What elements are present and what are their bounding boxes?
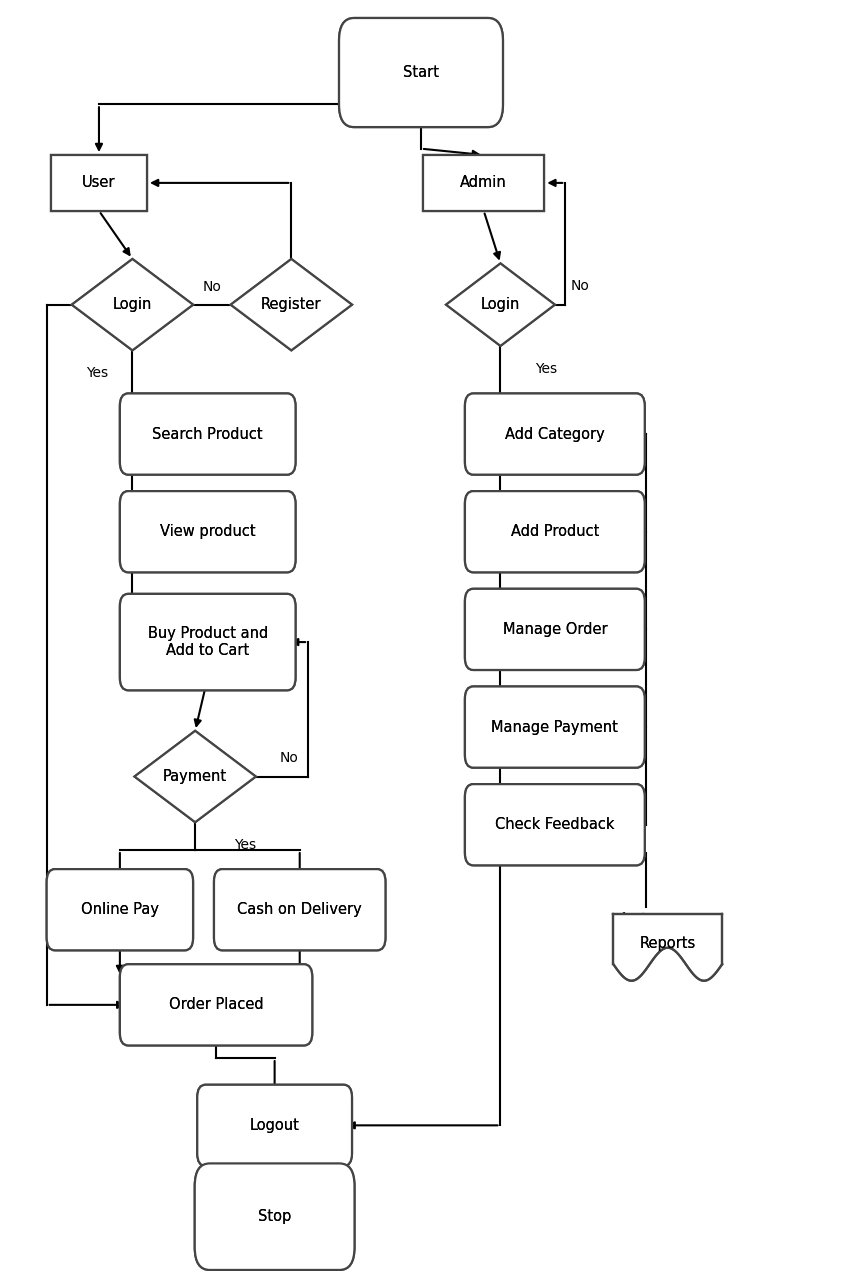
Polygon shape xyxy=(231,259,352,350)
Text: Cash on Delivery: Cash on Delivery xyxy=(237,902,362,917)
Text: Online Pay: Online Pay xyxy=(81,902,159,917)
Polygon shape xyxy=(446,264,555,347)
Text: Stop: Stop xyxy=(258,1209,291,1224)
Text: Search Product: Search Product xyxy=(152,427,263,442)
FancyBboxPatch shape xyxy=(195,1163,354,1270)
Text: Yes: Yes xyxy=(536,362,557,376)
Text: Online Pay: Online Pay xyxy=(81,902,159,917)
FancyBboxPatch shape xyxy=(195,1163,354,1270)
FancyBboxPatch shape xyxy=(120,964,312,1046)
FancyBboxPatch shape xyxy=(465,589,645,670)
Text: Login: Login xyxy=(481,297,520,312)
Text: Yes: Yes xyxy=(234,838,257,852)
Text: Add Category: Add Category xyxy=(505,427,605,442)
Text: Manage Order: Manage Order xyxy=(503,622,607,637)
Text: No: No xyxy=(571,279,589,293)
FancyBboxPatch shape xyxy=(46,869,193,950)
Text: User: User xyxy=(83,176,115,190)
Text: No: No xyxy=(202,280,221,294)
FancyBboxPatch shape xyxy=(465,784,645,865)
Text: Buy Product and
Add to Cart: Buy Product and Add to Cart xyxy=(147,626,268,659)
Text: Add Product: Add Product xyxy=(510,524,599,539)
Polygon shape xyxy=(135,731,256,822)
FancyBboxPatch shape xyxy=(465,589,645,670)
FancyBboxPatch shape xyxy=(46,869,193,950)
Polygon shape xyxy=(231,259,352,350)
Text: Admin: Admin xyxy=(461,176,507,190)
FancyBboxPatch shape xyxy=(214,869,386,950)
FancyBboxPatch shape xyxy=(120,492,296,572)
Bar xyxy=(51,155,147,210)
Text: Start: Start xyxy=(403,65,439,80)
Text: Order Placed: Order Placed xyxy=(168,998,264,1013)
Text: Payment: Payment xyxy=(163,769,227,784)
Text: Register: Register xyxy=(261,297,322,312)
FancyBboxPatch shape xyxy=(465,687,645,768)
FancyBboxPatch shape xyxy=(339,18,503,127)
Polygon shape xyxy=(135,731,256,822)
Text: Add Product: Add Product xyxy=(510,524,599,539)
Text: Add Category: Add Category xyxy=(505,427,605,442)
FancyBboxPatch shape xyxy=(120,492,296,572)
Polygon shape xyxy=(613,913,722,964)
Text: Reports: Reports xyxy=(640,936,695,952)
Bar xyxy=(51,155,147,210)
Text: No: No xyxy=(280,750,299,764)
Text: Check Feedback: Check Feedback xyxy=(495,817,615,832)
Text: User: User xyxy=(83,176,115,190)
Text: Order Placed: Order Placed xyxy=(168,998,264,1013)
FancyBboxPatch shape xyxy=(197,1084,352,1166)
Text: Login: Login xyxy=(113,297,152,312)
Bar xyxy=(423,155,545,210)
Text: Manage Payment: Manage Payment xyxy=(492,720,618,735)
Text: Yes: Yes xyxy=(86,366,109,380)
FancyBboxPatch shape xyxy=(197,1084,352,1166)
FancyBboxPatch shape xyxy=(465,687,645,768)
Text: Admin: Admin xyxy=(461,176,507,190)
Text: Stop: Stop xyxy=(258,1209,291,1224)
Text: Manage Payment: Manage Payment xyxy=(492,720,618,735)
Text: Payment: Payment xyxy=(163,769,227,784)
FancyBboxPatch shape xyxy=(465,394,645,475)
Text: Start: Start xyxy=(403,65,439,80)
Text: Buy Product and
Add to Cart: Buy Product and Add to Cart xyxy=(147,626,268,659)
Polygon shape xyxy=(72,259,193,350)
Text: View product: View product xyxy=(160,524,255,539)
Text: Cash on Delivery: Cash on Delivery xyxy=(237,902,362,917)
Polygon shape xyxy=(446,264,555,347)
FancyBboxPatch shape xyxy=(465,394,645,475)
Text: Check Feedback: Check Feedback xyxy=(495,817,615,832)
FancyBboxPatch shape xyxy=(465,492,645,572)
FancyBboxPatch shape xyxy=(339,18,503,127)
Text: Search Product: Search Product xyxy=(152,427,263,442)
FancyBboxPatch shape xyxy=(120,394,296,475)
Text: Login: Login xyxy=(481,297,520,312)
Text: Logout: Logout xyxy=(250,1117,300,1133)
Polygon shape xyxy=(613,913,722,964)
Text: Register: Register xyxy=(261,297,322,312)
FancyBboxPatch shape xyxy=(465,784,645,865)
Text: Login: Login xyxy=(113,297,152,312)
FancyBboxPatch shape xyxy=(465,492,645,572)
Text: Logout: Logout xyxy=(250,1117,300,1133)
Text: View product: View product xyxy=(160,524,255,539)
FancyBboxPatch shape xyxy=(120,594,296,691)
FancyBboxPatch shape xyxy=(120,394,296,475)
FancyBboxPatch shape xyxy=(214,869,386,950)
Text: Manage Order: Manage Order xyxy=(503,622,607,637)
FancyBboxPatch shape xyxy=(120,594,296,691)
Text: Reports: Reports xyxy=(640,936,695,952)
Bar xyxy=(423,155,545,210)
FancyBboxPatch shape xyxy=(120,964,312,1046)
Polygon shape xyxy=(72,259,193,350)
